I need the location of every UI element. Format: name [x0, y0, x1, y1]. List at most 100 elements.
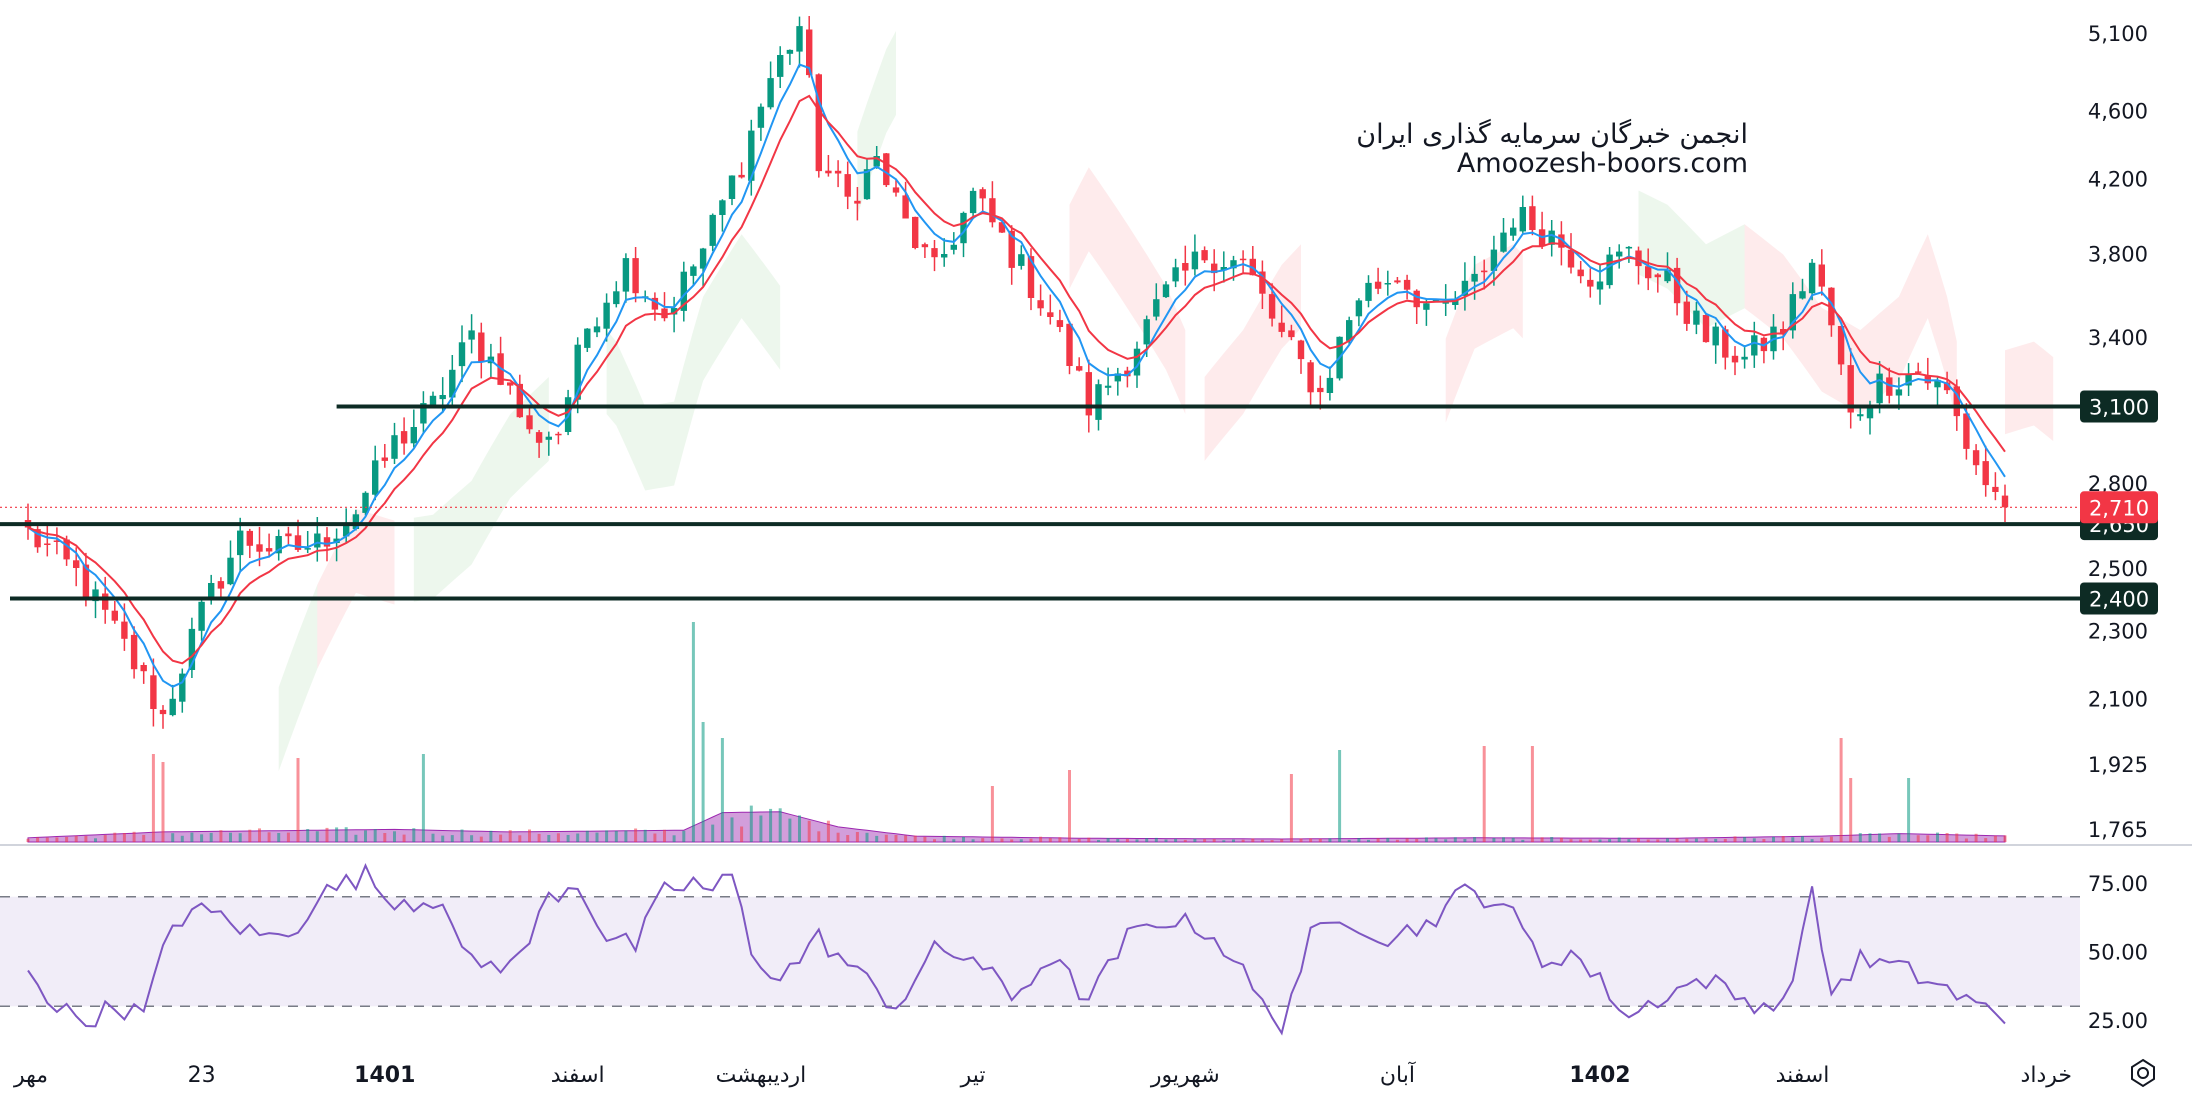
volume-bar — [1260, 839, 1264, 842]
price-axis[interactable]: 5,1004,6004,2003,8003,4002,8002,5002,300… — [2080, 22, 2158, 1033]
candle-body — [1992, 486, 1999, 492]
candle-body — [1808, 262, 1816, 294]
candle-body — [622, 258, 630, 292]
candle-body — [1529, 206, 1536, 230]
candle-body — [1413, 290, 1420, 308]
volume-bar — [1415, 838, 1419, 842]
candle-body — [352, 514, 360, 529]
candle-body — [1432, 299, 1440, 302]
candle-body — [1915, 371, 1922, 373]
volume-bar — [962, 837, 965, 842]
volume-bar — [1752, 838, 1756, 842]
volume-bar — [1405, 838, 1409, 842]
volume-bar — [952, 839, 956, 842]
volume-bar — [1357, 838, 1361, 842]
volume-bar — [1106, 838, 1110, 842]
candle-body — [1104, 385, 1112, 388]
time-tick-label: 1402 — [1569, 1063, 1630, 1088]
volume-bar — [595, 832, 599, 842]
candle-body — [1066, 323, 1073, 366]
volume-bar — [248, 829, 252, 842]
volume-bar — [720, 738, 724, 842]
volume-bar — [1926, 835, 1930, 842]
volume-bar — [335, 827, 339, 842]
volume-bar — [460, 829, 464, 842]
volume-bar — [730, 817, 734, 842]
volume-bar — [682, 830, 686, 842]
volume-bar — [1772, 836, 1775, 842]
volume-bar — [470, 835, 474, 842]
candle-body — [333, 538, 340, 543]
candle-body — [1056, 320, 1064, 327]
candle-body — [545, 436, 552, 440]
volume-bar — [817, 831, 821, 842]
time-tick-label: 1401 — [354, 1063, 415, 1088]
candle-body — [159, 709, 167, 715]
time-tick-label: 23 — [188, 1063, 216, 1088]
volume-bar — [1328, 838, 1332, 842]
time-tick-label: اسفند — [1776, 1063, 1830, 1088]
volume-bar — [846, 835, 850, 842]
candle-body — [372, 460, 379, 495]
rsi-tick-label: 75.00 — [2088, 872, 2148, 896]
cloud-segment — [1638, 190, 1745, 329]
candle-body — [53, 540, 61, 542]
volume-bar — [383, 833, 387, 842]
candle-body — [227, 557, 234, 585]
volume-bar — [1270, 840, 1274, 842]
volume-bar — [479, 836, 483, 842]
candle-body — [140, 665, 147, 672]
volume-bar — [499, 834, 503, 842]
time-tick-label: خرداد — [2021, 1063, 2072, 1088]
candle-body — [767, 78, 774, 108]
cloud-segment — [1204, 244, 1301, 461]
volume-bar — [1502, 837, 1505, 842]
candle-body — [1596, 281, 1604, 290]
volume-bar — [1376, 838, 1380, 842]
candle-body — [256, 544, 263, 552]
volume-bar — [258, 828, 261, 842]
candle-body — [400, 431, 408, 444]
rsi-line — [27, 862, 2006, 1036]
volume-bar — [489, 830, 493, 842]
volume-bar — [151, 754, 155, 842]
candle-body — [1471, 273, 1478, 282]
volume-bar — [1868, 833, 1872, 842]
candle-body — [1857, 414, 1864, 417]
candle-body — [1702, 315, 1710, 343]
volume-bar — [1077, 838, 1081, 842]
volume-bar — [1029, 838, 1033, 842]
candle-body — [1567, 249, 1575, 268]
volume-bar — [1289, 774, 1293, 842]
candle-body — [651, 297, 659, 310]
volume-bar — [161, 762, 165, 842]
time-tick-label: مهر — [13, 1063, 48, 1088]
volume-bar — [1183, 839, 1187, 842]
volume-bar — [836, 832, 840, 842]
volume-bar — [1492, 837, 1496, 842]
candle-body — [632, 258, 639, 294]
time-axis[interactable]: مهر 23 1401 اسفند اردیبهشت تیر شهریور آبان 1402 ا… — [13, 1061, 2072, 1088]
volume-bar — [576, 833, 580, 842]
candle-body — [1587, 279, 1594, 287]
volume-bar — [26, 838, 30, 842]
volume-bar — [663, 829, 666, 842]
candle-body — [921, 244, 929, 248]
candle-body — [1982, 461, 1989, 486]
volume-bar — [1087, 837, 1091, 842]
time-tick-label: اردیبهشت — [716, 1063, 807, 1088]
volume-bar — [1955, 833, 1959, 842]
candle-body — [1307, 362, 1314, 393]
volume-bar — [653, 833, 657, 842]
candle-body — [613, 291, 620, 305]
chart-settings-icon[interactable] — [2131, 1058, 2155, 1088]
candle-body — [777, 55, 784, 77]
candle-body — [1423, 303, 1430, 310]
volume-bar — [1347, 839, 1351, 842]
candle-body — [237, 530, 244, 556]
candle-body — [1008, 230, 1015, 268]
volume-bar — [566, 835, 570, 842]
candle-body — [1346, 320, 1353, 341]
candle-body — [1847, 365, 1854, 413]
